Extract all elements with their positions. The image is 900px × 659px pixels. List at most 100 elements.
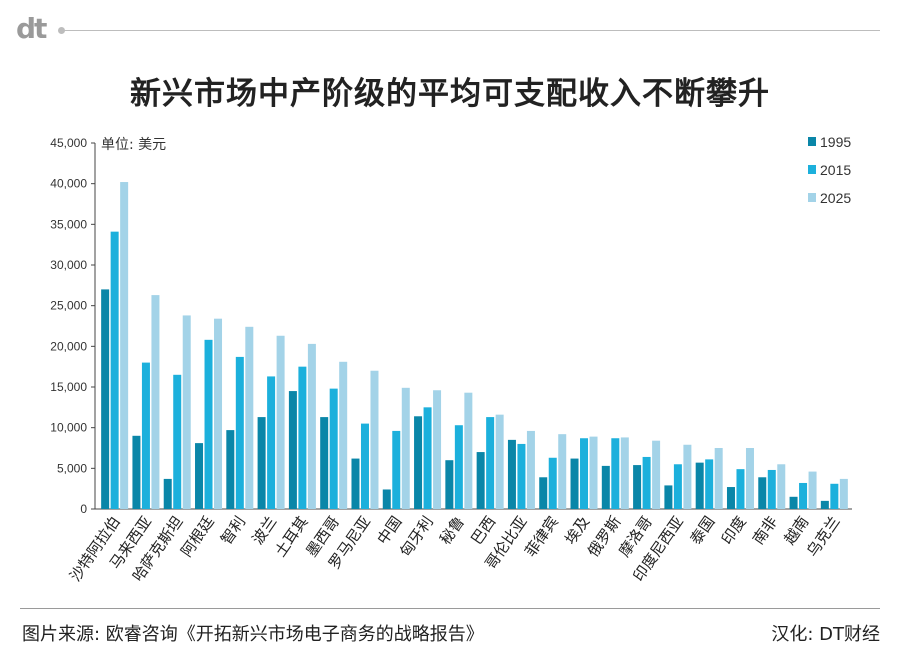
x-category-label: 匈牙利: [396, 513, 437, 560]
bar-1995: [132, 435, 141, 509]
bar-2015: [235, 356, 244, 509]
bar-1995: [320, 417, 329, 509]
bar-2015: [298, 366, 307, 509]
bar-2025: [151, 295, 160, 509]
y-tick-label: 25,000: [50, 299, 87, 313]
y-tick-label: 5,000: [57, 461, 87, 475]
bar-1995: [226, 430, 235, 509]
bar-2025: [464, 392, 473, 509]
legend-swatch-2025: [808, 193, 816, 202]
header-divider: [62, 30, 880, 31]
header-divider-dot: [58, 27, 65, 34]
bar-chart: 0 5,000 10,000 15,000 20,000 25,000 30,000 35,0…: [50, 134, 852, 585]
bar-2025: [839, 478, 848, 509]
bar-1995: [570, 458, 579, 509]
bar-1995: [476, 452, 485, 509]
bar-1995: [382, 489, 391, 509]
bar-2015: [673, 464, 682, 509]
bar-2025: [307, 343, 316, 509]
source-note: 图片来源: 欧睿咨询《开拓新兴市场电子商务的战略报告》: [22, 624, 484, 645]
bar-2025: [589, 436, 598, 509]
unit-label: 单位: 美元: [101, 137, 166, 153]
bar-1995: [101, 289, 110, 509]
bar-2015: [548, 457, 557, 509]
bar-1995: [664, 485, 673, 509]
bar-2015: [141, 362, 150, 509]
bar-1995: [288, 391, 297, 509]
bar-1995: [414, 416, 423, 509]
bar-2025: [620, 437, 629, 509]
bar-2015: [830, 483, 839, 509]
bar-2025: [214, 318, 223, 509]
bar-2025: [245, 326, 254, 509]
bar-2015: [267, 376, 276, 509]
credit-note: 汉化: DT财经: [771, 624, 880, 645]
bar-2015: [110, 231, 119, 510]
x-category-label: 秘鲁: [436, 513, 468, 548]
bar-2025: [495, 414, 504, 509]
bar-1995: [601, 465, 610, 509]
y-tick-label: 10,000: [50, 421, 87, 435]
footer-divider: [20, 608, 880, 609]
bar-1995: [820, 500, 829, 509]
bar-1995: [758, 477, 767, 509]
x-category-label: 阿根廷: [177, 513, 218, 560]
bar-2025: [120, 182, 129, 510]
bar-2025: [714, 448, 723, 509]
dt-logo: dt: [16, 12, 47, 45]
bar-2015: [486, 417, 495, 509]
bar-1995: [789, 496, 798, 509]
bar-2025: [339, 361, 348, 509]
legend-label: 2025: [820, 190, 851, 206]
bar-2015: [360, 423, 369, 509]
bar-2025: [683, 444, 692, 509]
y-tick-label: 20,000: [50, 339, 87, 353]
bar-2025: [182, 315, 191, 509]
y-tick-label: 45,000: [50, 136, 87, 150]
bar-2015: [705, 459, 714, 509]
bar-2015: [392, 430, 401, 509]
x-category-label: 南非: [749, 513, 781, 548]
bar-2015: [736, 469, 745, 509]
bar-2015: [799, 482, 808, 509]
bar-1995: [257, 417, 266, 509]
bar-2025: [808, 471, 817, 509]
bar-2025: [401, 387, 410, 509]
bar-2025: [370, 370, 379, 509]
bar-2015: [611, 438, 620, 509]
bar-2015: [173, 374, 182, 509]
bar-1995: [507, 439, 516, 509]
bar-2015: [767, 469, 776, 509]
bar-1995: [445, 460, 454, 509]
bar-2025: [276, 335, 285, 509]
bar-2015: [517, 443, 526, 509]
x-category-label: 菲律宾: [521, 513, 562, 560]
legend-swatch-1995: [808, 137, 816, 146]
bar-2025: [652, 440, 661, 509]
bar-2015: [423, 407, 432, 509]
bar-2015: [642, 456, 651, 509]
x-category-label: 泰国: [687, 513, 719, 548]
bar-2025: [433, 390, 442, 509]
y-tick-label: 0: [80, 502, 87, 516]
y-tick-label: 15,000: [50, 380, 87, 394]
bar-2015: [580, 438, 589, 509]
bar-1995: [633, 465, 642, 509]
bar-1995: [539, 477, 548, 509]
x-category-label: 乌克兰: [803, 513, 844, 560]
bar-1995: [163, 478, 172, 509]
bar-2025: [777, 464, 786, 509]
y-tick-label: 30,000: [50, 258, 87, 272]
bar-1995: [351, 458, 360, 509]
y-tick-label: 40,000: [50, 177, 87, 191]
bar-1995: [195, 443, 204, 509]
legend-label: 2015: [820, 162, 851, 178]
bar-2025: [558, 434, 567, 509]
bar-2015: [204, 339, 213, 509]
bar-2015: [454, 425, 463, 509]
x-category-label: 印度: [718, 513, 750, 548]
bar-1995: [695, 462, 704, 509]
chart-title: 新兴市场中产阶级的平均可支配收入不断攀升: [130, 76, 770, 112]
bar-2025: [526, 430, 535, 509]
legend-label: 1995: [820, 134, 851, 150]
